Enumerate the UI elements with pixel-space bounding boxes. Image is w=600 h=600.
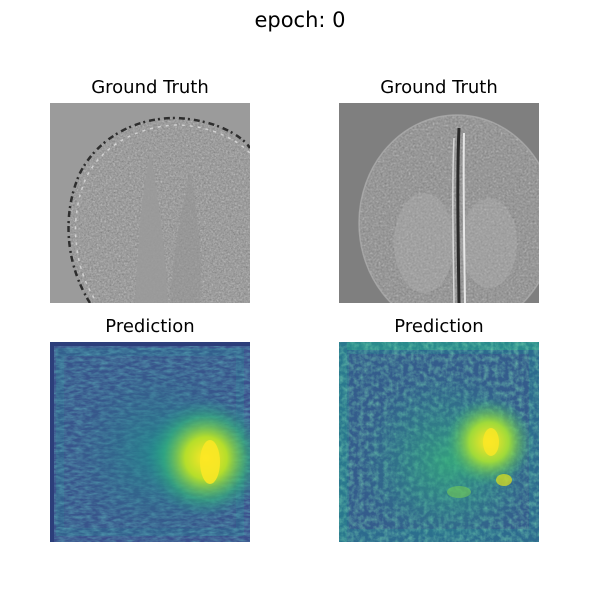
ground-truth-image-left: [50, 103, 250, 303]
panel-title-ground-truth-right: Ground Truth: [380, 77, 498, 98]
panel-title-prediction-right: Prediction: [394, 316, 484, 337]
panel-title-prediction-left: Prediction: [105, 316, 195, 337]
prediction-heatmap-left: [50, 342, 250, 542]
panel-title-ground-truth-left: Ground Truth: [91, 77, 209, 98]
prediction-heatmap-right: [339, 342, 539, 542]
ground-truth-image-right: [339, 103, 539, 303]
figure-suptitle: epoch: 0: [254, 8, 346, 32]
